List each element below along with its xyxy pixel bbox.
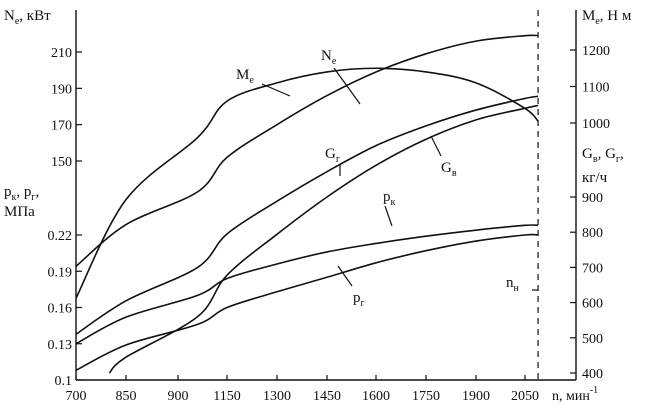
torque-curve: [76, 67, 539, 299]
x-tick-label: 1600: [362, 389, 390, 404]
pressure-tick-label: 0.22: [48, 229, 73, 244]
x-tick-label: 1750: [412, 389, 440, 404]
flow-tick-label: 800: [582, 226, 603, 241]
leader-line: [430, 135, 442, 157]
leader-line: [384, 205, 393, 227]
flow-tick-label: 600: [582, 297, 603, 312]
curves-layer: [76, 34, 539, 374]
exhaust-flow-series-label: Gг: [325, 146, 340, 165]
flow-tick-label: 400: [582, 367, 603, 382]
x-tick-label: 1150: [213, 389, 240, 404]
air-flow-series-label: Gв: [441, 160, 457, 179]
leader-line: [261, 83, 291, 97]
flow-tick-label: 700: [582, 261, 603, 276]
exhaust-flow-curve: [76, 95, 539, 335]
torque-series-label: Me: [236, 67, 254, 86]
ticks-layer: 700 850 900 1150 1300 1450 1600 1750 1900 2050 210…: [48, 44, 611, 404]
power-series-label: Ne: [321, 48, 337, 67]
power-axis-title: Ne, кВт: [4, 8, 51, 27]
leader-line: [337, 265, 353, 287]
power-tick-label: 170: [51, 119, 72, 134]
torque-tick-label: 1200: [582, 44, 610, 59]
power-curve: [76, 34, 539, 267]
pressure-axis-unit: МПа: [4, 204, 35, 220]
leader-line: [333, 67, 361, 105]
x-tick-label: 2050: [511, 389, 539, 404]
pressure-axis-title: pк, pг,: [4, 184, 39, 203]
flow-tick-label: 500: [582, 332, 603, 347]
x-tick-label: 1450: [313, 389, 341, 404]
x-axis-title: n, мин-1: [552, 385, 598, 404]
x-tick-label: 1900: [462, 389, 490, 404]
rated-speed-label: nн: [506, 275, 520, 294]
pressure-tick-label: 0.16: [48, 302, 73, 317]
exhaust-pressure-series-label: pг: [353, 290, 365, 309]
boost-pressure-curve: [76, 224, 539, 345]
power-tick-label: 210: [51, 46, 72, 61]
boost-pressure-series-label: pк: [383, 189, 396, 208]
pressure-tick-label: 0.19: [48, 265, 73, 280]
power-tick-label: 190: [51, 82, 72, 97]
power-tick-label: 150: [51, 155, 72, 170]
x-tick-label: 1300: [263, 389, 291, 404]
pressure-tick-label: 0.13: [48, 338, 73, 353]
flow-axis-unit: кг/ч: [582, 170, 608, 186]
x-tick-label: 850: [116, 389, 137, 404]
torque-tick-label: 1100: [582, 81, 609, 96]
labels-layer: Me Ne Gг Gв pк pг nн: [236, 10, 539, 380]
flow-tick-label: 900: [582, 191, 603, 206]
x-tick-label: 700: [66, 389, 87, 404]
exhaust-pressure-curve: [76, 233, 539, 372]
torque-axis-title: Me, Н м: [582, 8, 632, 27]
x-tick-label: 900: [168, 389, 189, 404]
torque-tick-label: 1000: [582, 117, 610, 132]
pressure-tick-label: 0.1: [55, 374, 73, 389]
air-flow-curve: [108, 104, 539, 374]
flow-axis-title: Gв, Gг,: [582, 146, 624, 165]
